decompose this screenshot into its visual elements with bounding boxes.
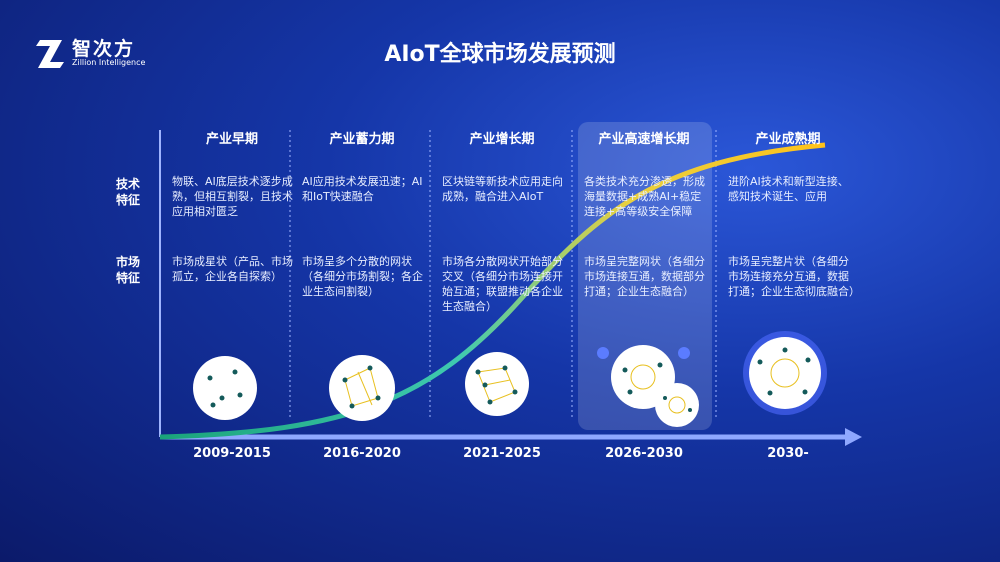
tech-feature: 区块链等新技术应用走向成熟，融合进入AIoT: [442, 175, 563, 203]
market-icons: [193, 331, 827, 427]
growth-curve: [159, 142, 826, 440]
axis-arrow: [845, 428, 862, 446]
stage-name: 产业蓄力期: [329, 132, 395, 147]
column-dividers: [289, 130, 717, 420]
market-feature: 市场呈完整片状（各细分市场连接充分互通，数据打通；企业生态彻底融合）: [728, 255, 860, 298]
stage-years: 2009-2015: [193, 446, 271, 461]
stage-name: 产业成熟期: [755, 132, 821, 147]
row-label: 市场 特征: [115, 255, 140, 285]
stage-name: 产业高速增长期: [598, 132, 690, 147]
logo-subtitle: Zillion Intelligence: [72, 58, 146, 67]
logo-icon: [36, 40, 64, 68]
tech-feature: 物联、AI底层技术逐步成熟，但相互割裂，且技术应用相对匮乏: [172, 175, 293, 218]
market-feature: 市场呈多个分散的网状（各细分市场割裂；各企业生态间割裂）: [302, 255, 423, 298]
stage-years: 2030-: [767, 446, 809, 461]
title: AIoT全球市场发展预测: [384, 42, 616, 67]
stage-name: 产业增长期: [469, 132, 535, 147]
stage-years: 2021-2025: [463, 446, 541, 461]
market-feature: 市场成星状（产品、市场孤立，企业各自探索）: [172, 255, 293, 283]
tech-feature: AI应用技术发展迅速；AI和IoT快速融合: [302, 175, 423, 203]
tech-feature: 进阶AI技术和新型连接、感知技术诞生、应用: [728, 175, 849, 203]
logo-name: 智次方: [72, 38, 136, 60]
market-feature: 市场呈完整网状（各细分市场连接互通，数据部分打通；企业生态融合）: [584, 255, 705, 298]
tech-feature: 各类技术充分渗透，形成海量数据+成熟AI+稳定连接+高等级安全保障: [584, 175, 705, 218]
stage-years: 2016-2020: [323, 446, 401, 461]
stage-years: 2026-2030: [605, 446, 683, 461]
stage-name: 产业早期: [205, 132, 258, 147]
market-feature: 市场各分散网状开始部分交叉（各细分市场连接开始互通；联盟推动各企业生态融合）: [442, 255, 563, 313]
row-label: 技术 特征: [115, 177, 140, 207]
